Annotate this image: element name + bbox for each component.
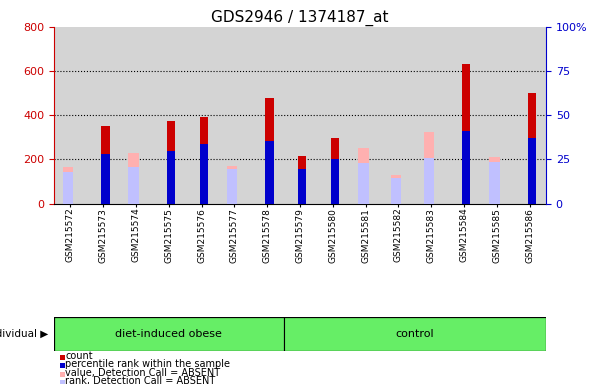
Bar [227,166,238,204]
Bar [528,93,536,204]
Text: percentile rank within the sample: percentile rank within the sample [65,359,230,369]
Bar [265,98,274,204]
Bar [63,167,73,204]
Bar [358,148,368,204]
Bar [284,317,546,351]
Text: diet-induced obese: diet-induced obese [115,329,222,339]
Bar [227,169,238,204]
Text: control: control [395,329,434,339]
Bar [101,154,110,204]
Bar [101,126,110,204]
Text: individual ▶: individual ▶ [0,329,48,339]
Bar [462,65,470,204]
Bar [298,169,307,204]
Bar [298,156,307,204]
Bar [424,158,434,204]
Bar [391,175,401,204]
Bar [489,162,500,204]
Bar [167,151,175,204]
Bar [358,163,368,204]
Bar [391,178,401,204]
Bar [528,138,536,204]
Text: value, Detection Call = ABSENT: value, Detection Call = ABSENT [65,368,221,378]
Text: rank, Detection Call = ABSENT: rank, Detection Call = ABSENT [65,376,216,384]
Bar [489,157,500,204]
Bar [200,144,208,204]
Bar [128,153,139,204]
Bar [265,141,274,204]
Bar [331,138,339,204]
Bar [200,118,208,204]
Bar [331,159,339,204]
Bar [462,131,470,204]
Text: count: count [65,351,93,361]
Bar [128,167,139,204]
Text: GDS2946 / 1374187_at: GDS2946 / 1374187_at [211,10,389,26]
Bar [167,121,175,204]
Bar [63,172,73,204]
Bar [54,317,284,351]
Bar [424,132,434,204]
